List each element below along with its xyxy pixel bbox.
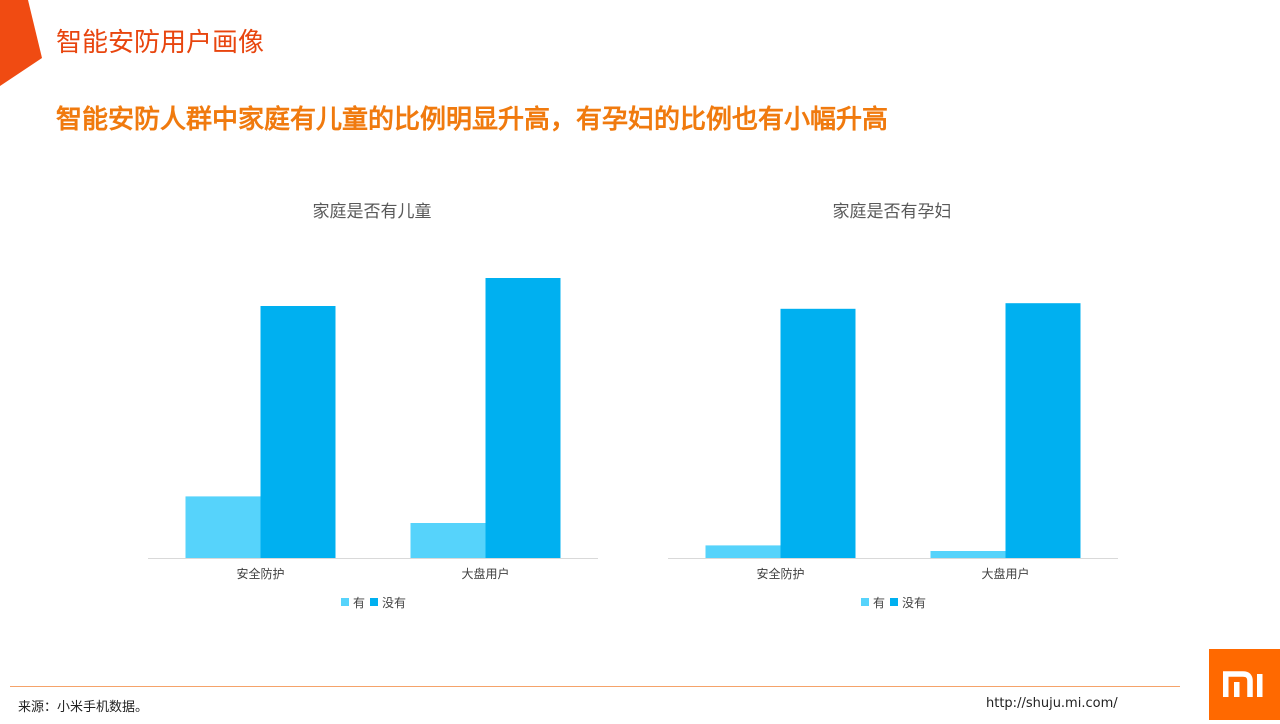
bar-no-1	[485, 278, 561, 558]
bar-no-1	[1005, 303, 1081, 558]
bar-yes-0	[705, 545, 781, 558]
bar-yes-1	[930, 551, 1006, 558]
legend: 有 没有	[341, 595, 406, 610]
x-tick-label: 大盘用户	[981, 566, 1029, 581]
legend-label: 没有	[902, 595, 926, 610]
legend-swatch	[861, 598, 869, 606]
page-title: 智能安防用户画像	[56, 28, 265, 58]
bar-yes-1	[410, 523, 486, 558]
bar-no-0	[780, 308, 856, 558]
mi-logo	[1209, 649, 1280, 720]
legend-label: 有	[353, 596, 365, 610]
legend-swatch	[341, 598, 349, 606]
mi-logo-icon	[1223, 671, 1263, 697]
bar-yes-0	[185, 496, 261, 558]
chart-title: 家庭是否有儿童	[313, 202, 432, 222]
footer-divider	[10, 686, 1180, 687]
legend-swatch	[370, 598, 378, 606]
x-tick-label: 安全防护	[756, 566, 804, 581]
chart-title: 家庭是否有孕妇	[833, 202, 952, 222]
bar-no-0	[260, 306, 336, 558]
source-note: 来源：小米手机数据。	[18, 700, 149, 715]
legend: 有 没有	[861, 595, 926, 610]
x-tick-label: 大盘用户	[461, 566, 509, 581]
source-url: http://shuju.mi.com/	[986, 696, 1118, 711]
legend-swatch	[890, 598, 898, 606]
page-subtitle: 智能安防人群中家庭有儿童的比例明显升高，有孕妇的比例也有小幅升高	[56, 105, 889, 135]
x-tick-label: 安全防护	[236, 566, 284, 581]
legend-label: 没有	[382, 595, 406, 610]
legend-label: 有	[873, 596, 885, 610]
corner-accent-shape	[0, 0, 42, 86]
